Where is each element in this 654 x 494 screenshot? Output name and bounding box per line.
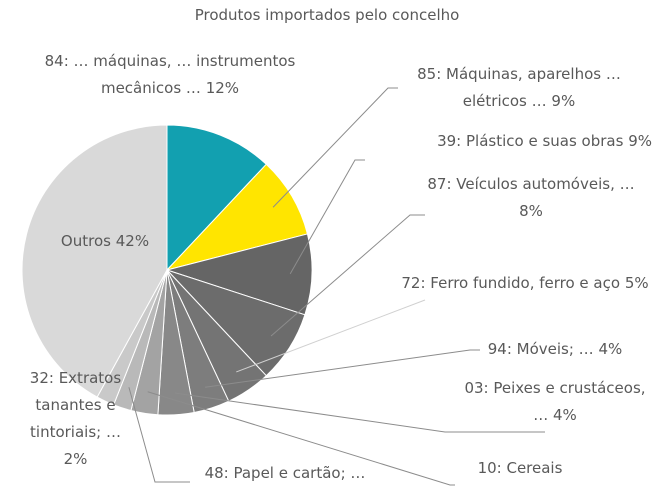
value-label: 9% — [551, 92, 576, 110]
slice-label: 48: Papel e cartão; … — [185, 460, 385, 487]
category-label: 87: Veículos automóveis, … — [427, 175, 635, 193]
value-label: 5% — [624, 274, 649, 292]
value-label: 8% — [519, 202, 543, 220]
value-label: 2% — [63, 450, 88, 468]
slice-label: 84: … máquinas, … instrumentos mecânicos… — [10, 48, 330, 102]
category-label: 72: Ferro fundido, ferro e aço — [401, 274, 621, 292]
value-label: 9% — [628, 132, 652, 150]
slice-label: 85: Máquinas, aparelhos … elétricos … 9% — [385, 61, 653, 115]
leader-line — [205, 349, 480, 388]
pie-slice — [21, 124, 168, 398]
category-label: 48: Papel e cartão; … — [204, 464, 366, 482]
category-label: 32: Extratos tanantes e tintoriais; … — [29, 369, 122, 441]
leader-line — [147, 391, 455, 486]
category-label: Outros — [60, 232, 111, 250]
leader-line — [174, 392, 545, 433]
value-label: 42% — [115, 232, 150, 250]
slice-label: 39: Plástico e suas obras 9% — [365, 128, 652, 155]
slice-label: 72: Ferro fundido, ferro e aço 5% — [400, 270, 650, 297]
category-label: 84: … máquinas, … instrumentos mecânicos… — [44, 52, 296, 97]
value-label: 4% — [552, 406, 577, 424]
value-label: 12% — [205, 79, 240, 97]
leader-line — [236, 299, 426, 373]
slice-label: 10: Cereais — [440, 455, 600, 482]
pie-slice — [166, 124, 267, 272]
leader-line — [272, 87, 398, 208]
slice-label: 87: Veículos automóveis, … 8% — [420, 171, 642, 225]
category-label: 85: Máquinas, aparelhos … elétricos … — [417, 65, 621, 110]
slice-label: Outros 42% — [40, 228, 170, 255]
slice-label: 03: Peixes e crustáceos, … 4% — [455, 375, 654, 429]
leader-line — [270, 214, 425, 337]
slice-label: 94: Móveis; … 4% — [460, 336, 650, 363]
leader-line — [289, 159, 365, 275]
category-label: 94: Móveis; … — [487, 340, 594, 358]
slice-label: 32: Extratos tanantes e tintoriais; … 2% — [28, 365, 123, 473]
pie-slice — [165, 233, 313, 316]
category-label: 39: Plástico e suas obras — [437, 132, 624, 150]
value-label: 4% — [598, 340, 623, 358]
pie-slice — [165, 163, 309, 271]
category-label: 10: Cereais — [477, 459, 563, 477]
chart-title: Produtos importados pelo concelho — [194, 6, 460, 24]
leader-line — [128, 387, 190, 483]
category-label: 03: Peixes e crustáceos, … — [464, 379, 646, 424]
